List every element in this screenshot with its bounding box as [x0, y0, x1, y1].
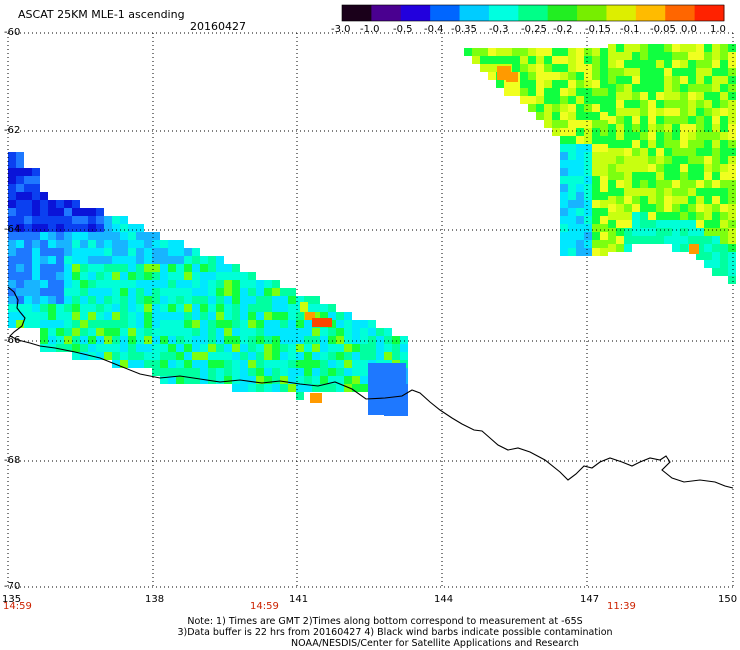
colorbar-swatch: [342, 5, 372, 21]
colorbar-swatch: [635, 5, 666, 21]
colorbar-tick-label: -0.15: [585, 24, 611, 35]
colorbar-swatch: [547, 5, 578, 21]
colorbar-swatch: [694, 5, 725, 21]
wind-data-swaths: [8, 44, 736, 416]
latitude-label: -62: [4, 125, 21, 136]
longitude-label: 138: [145, 594, 165, 605]
note-line-1: Note: 1) Times are GMT 2)Times along bot…: [187, 616, 583, 627]
antarctic-coastline: [7, 286, 734, 489]
pass-time-label: 11:39: [607, 601, 636, 612]
colorbar-swatch: [430, 5, 461, 21]
colorbar-swatch: [577, 5, 607, 21]
colorbar-tick-label: -0.25: [521, 24, 547, 35]
longitude-label: 150: [718, 594, 738, 605]
colorbar-tick-label: -0.4: [424, 24, 444, 35]
colorbar-tick-label: -0.35: [451, 24, 477, 35]
colorbar-swatch: [371, 5, 402, 21]
figure-date: 20160427: [190, 20, 246, 33]
longitude-label: 135: [2, 594, 22, 605]
figure-title: ASCAT 25KM MLE-1 ascending: [18, 8, 185, 21]
latitude-label: -68: [4, 455, 21, 466]
colorbar-tick-label: -0.2: [553, 24, 573, 35]
note-line-3: NOAA/NESDIS/Center for Satellite Applica…: [291, 638, 579, 649]
longitude-label: 141: [289, 594, 309, 605]
colorbar-tick-label: -0.1: [620, 24, 640, 35]
colorbar-swatch: [665, 5, 696, 21]
colorbar-swatch: [459, 5, 490, 21]
colorbar-tick-label: -0.3: [489, 24, 509, 35]
colorbar-tick-label: -0.5: [393, 24, 413, 35]
colorbar-swatch: [606, 5, 637, 21]
latitude-label: -60: [4, 27, 21, 38]
latitude-label: -64: [4, 224, 21, 235]
colorbar-swatch: [518, 5, 549, 21]
pass-time-label: 14:59: [3, 601, 32, 612]
longitude-label: 144: [434, 594, 454, 605]
latitude-label: -66: [4, 335, 21, 346]
colorbar-tick-label: -3.0: [331, 24, 351, 35]
latitude-label: -70: [4, 581, 21, 592]
colorbar-tick-label: -0.05: [650, 24, 676, 35]
colorbar-tick-label: 1.0: [710, 24, 726, 35]
colorbar-swatch: [400, 5, 431, 21]
longitude-label: 147: [580, 594, 600, 605]
colorbar-swatch: [488, 5, 519, 21]
colorbar-tick-label: -1.0: [360, 24, 380, 35]
coastline-path: [7, 286, 734, 489]
colorbar: [341, 4, 725, 22]
note-line-2: 3)Data buffer is 22 hrs from 20160427 4)…: [177, 627, 613, 638]
lat-lon-gridlines: [7, 32, 734, 588]
colorbar-tick-label: 0.0: [681, 24, 697, 35]
pass-time-label: 14:59: [250, 601, 279, 612]
